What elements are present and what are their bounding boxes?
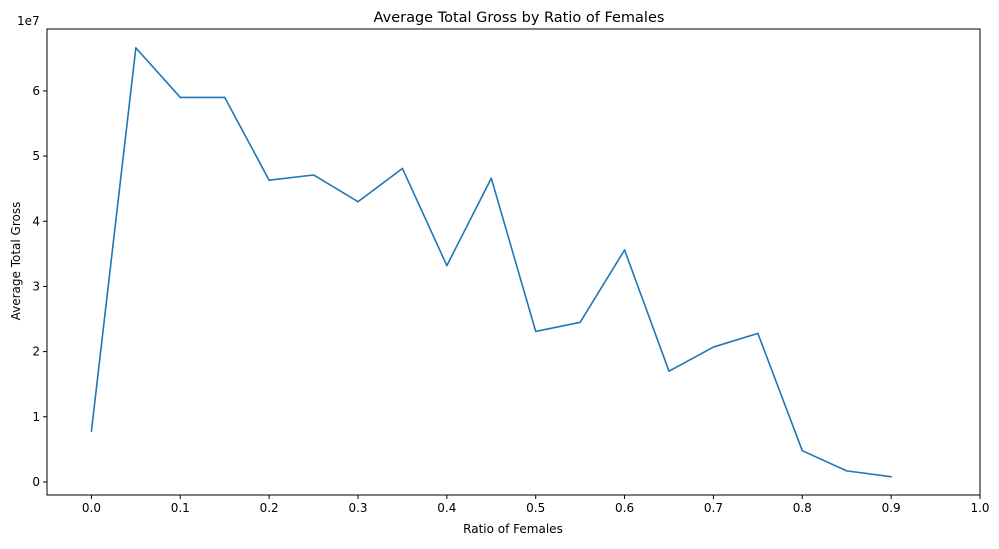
- data-point: [90, 430, 93, 432]
- data-point: [757, 332, 759, 335]
- data-point: [223, 96, 226, 99]
- y-tick-label: 1: [32, 410, 40, 424]
- x-tick-label: 0.6: [615, 501, 634, 515]
- series-line: [90, 47, 892, 478]
- y-scale-label: 1e7: [17, 14, 40, 28]
- data-point: [490, 177, 493, 180]
- data-point: [579, 321, 581, 324]
- x-tick-label: 0.3: [348, 501, 367, 515]
- axes: [46, 28, 981, 496]
- axis-ticks: 0.0 0.1 0.2 0.3 0.4 0.5 0.6 0.7 0.8 0.9 1.0 0 1 2 3 4 5 6: [32, 84, 989, 515]
- x-tick-label: 1.0: [970, 501, 989, 515]
- data-point: [712, 346, 715, 348]
- y-tick-label: 0: [32, 475, 40, 489]
- data-point: [268, 179, 270, 182]
- y-tick-label: 6: [32, 84, 40, 98]
- y-tick-label: 5: [32, 149, 40, 163]
- x-tick-label: 0.8: [793, 501, 812, 515]
- data-point: [179, 96, 182, 99]
- data-point: [135, 47, 137, 49]
- y-tick-label: 2: [32, 345, 40, 359]
- data-point: [668, 370, 670, 372]
- data-point: [623, 249, 626, 251]
- x-tick-label: 0.0: [82, 501, 101, 515]
- data-point: [401, 167, 404, 170]
- x-tick-label: 0.5: [526, 501, 545, 515]
- data-point: [845, 470, 848, 472]
- series-layer: [90, 47, 892, 478]
- x-tick-label: 0.4: [437, 501, 456, 515]
- data-point: [446, 264, 448, 267]
- x-tick-label: 0.2: [260, 501, 279, 515]
- data-point: [312, 174, 315, 176]
- data-point: [534, 330, 537, 333]
- x-tick-label: 0.9: [882, 501, 901, 515]
- x-axis-label: Ratio of Females: [463, 522, 563, 536]
- data-point: [801, 449, 804, 452]
- x-tick-label: 0.7: [704, 501, 723, 515]
- chart-title: Average Total Gross by Ratio of Females: [374, 10, 665, 26]
- data-point: [357, 200, 359, 203]
- plot-frame: [46, 28, 981, 496]
- y-tick-label: 4: [32, 214, 40, 228]
- y-axis-label: Average Total Gross: [9, 202, 23, 321]
- x-tick-label: 0.1: [171, 501, 190, 515]
- data-point: [890, 475, 892, 478]
- y-tick-label: 3: [32, 279, 40, 293]
